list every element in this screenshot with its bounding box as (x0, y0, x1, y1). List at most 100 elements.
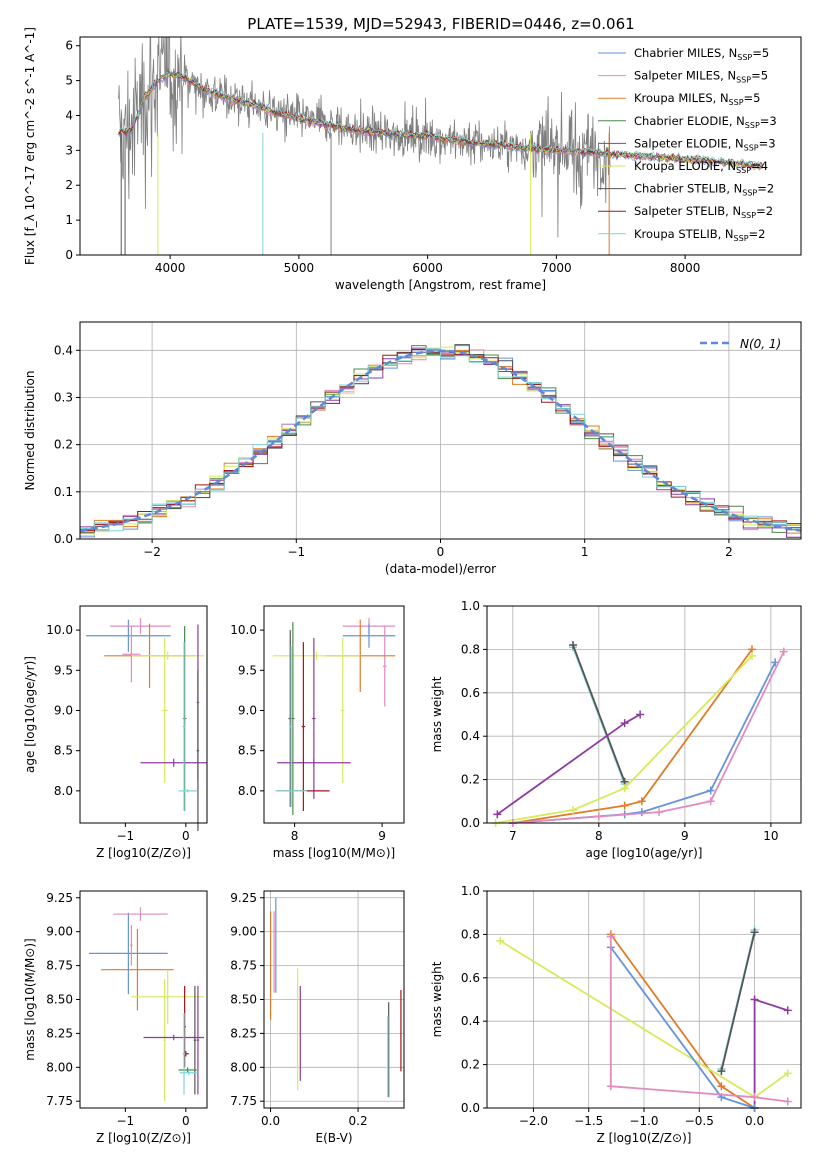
age_vs_Z-tick-label-x: 0 (182, 829, 190, 843)
spectrum-data-line (118, 37, 611, 238)
spectrum-ylabel: Flux [f_λ 10^-17 erg cm^-2 s^-1 A^-1] (23, 27, 37, 265)
age_vs_Z-ylabel: age [log10(age/yr)] (23, 656, 37, 773)
weight_vs_age-tick-label-x: 9 (681, 829, 689, 843)
mass_vs_ebv-tick-label-x: 0.2 (349, 1114, 368, 1128)
weight_vs_age-xlabel: age [log10(age/yr)] (586, 846, 703, 860)
mass_vs_Z-tick-label-y: 8.75 (46, 959, 73, 973)
spectrum-tick-label-y: 3 (65, 143, 73, 157)
legend-entry: Salpeter MILES, NSSP=5 (634, 69, 768, 85)
weight_vs_age-series-line (512, 651, 785, 824)
weight_vs_Z-ylabel: mass weight (430, 961, 444, 1037)
weight_vs_age-marker (637, 797, 646, 806)
weight_vs_age-tick-label-x: 7 (509, 829, 517, 843)
weight_vs_Z-marker (606, 932, 615, 941)
mass_vs_ebv-tick-label-y: 8.25 (230, 1026, 257, 1040)
age_vs_mass-tick-label-y: 9.0 (238, 703, 257, 717)
legend-entry: Chabrier STELIB, NSSP=2 (634, 182, 774, 198)
weight_vs_age-tick-label-x: 8 (595, 829, 603, 843)
weight_vs_age-marker (706, 786, 715, 795)
residuals-tick-label-y: 0.1 (54, 485, 73, 499)
weight_vs_age-tick-label-y: 0.6 (461, 686, 480, 700)
weight_vs_Z-marker (750, 1093, 759, 1102)
weight_vs_age-marker (594, 812, 603, 821)
legend-entry: Chabrier MILES, NSSP=5 (634, 46, 769, 62)
residuals-tick-label-y: 0.4 (54, 343, 73, 357)
weight_vs_age-tick-label-y: 0.0 (461, 816, 480, 830)
residuals-tick-label-y: 0.0 (54, 532, 73, 546)
spectrum-tick-label-x: 7000 (541, 261, 572, 275)
weight_vs_age-marker (636, 710, 645, 719)
weight_vs_Z-tick-label-x: 0.0 (745, 1114, 764, 1128)
weight_vs_Z-series-line (720, 931, 756, 1072)
mass_vs_Z-tick-label-y: 8.00 (46, 1060, 73, 1074)
age_vs_mass-frame (263, 605, 405, 824)
weight_vs_age-marker (569, 641, 578, 650)
mass_vs_Z-ylabel: mass [log10(M/M⊙)] (23, 938, 37, 1060)
mass_vs_Z-tick-label-y: 7.75 (46, 1094, 73, 1108)
mass_vs_Z-tick-label-y: 8.25 (46, 1026, 73, 1040)
residuals-tick-label-x: 0 (437, 545, 445, 559)
weight_vs_Z-tick-label-y: 0.2 (461, 1058, 480, 1072)
weight_vs_Z-tick-label-x: −1.5 (574, 1114, 603, 1128)
weight_vs_age-marker (637, 808, 646, 817)
weight_vs_Z-marker (496, 936, 505, 945)
mass_vs_ebv-tick-label-y: 8.00 (230, 1060, 257, 1074)
spectrum-model-line (118, 73, 763, 170)
spectrum-tick-label-y: 6 (65, 39, 73, 53)
mass_vs_Z-tick-label-x: 0 (182, 1114, 190, 1128)
weight_vs_Z-series-line (609, 936, 788, 1103)
mass_vs_ebv-tick-label-x: 0.0 (261, 1114, 280, 1128)
residuals-frame (79, 321, 802, 540)
residuals-area (80, 344, 801, 539)
mass_vs_Z-tick-label-y: 8.50 (46, 993, 73, 1007)
weight_vs_age-tick-label-x: 10 (763, 829, 778, 843)
weight_vs_Z-marker (717, 1082, 726, 1091)
age_vs_Z-xlabel: Z [log10(Z/Z⊙)] (96, 846, 191, 860)
legend-entry: Kroupa ELODIE, NSSP=4 (634, 159, 768, 175)
spectrum-tick-label-y: 1 (65, 213, 73, 227)
residuals-tick-label-x: 2 (725, 545, 733, 559)
weight_vs_Z-tick-label-y: 0.8 (461, 927, 480, 941)
mass_vs_Z-xlabel: Z [log10(Z/Z⊙)] (96, 1131, 191, 1145)
age_vs_mass-tick-label-y: 10.0 (230, 623, 257, 637)
spectrum-tick-label-x: 5000 (284, 261, 315, 275)
weight_vs_Z-marker (783, 1097, 792, 1106)
weight_vs_age-tick-label-y: 0.4 (461, 729, 480, 743)
weight_vs_age-marker (620, 719, 629, 728)
figure-title: PLATE=1539, MJD=52943, FIBERID=0446, z=0… (247, 15, 634, 33)
weight_vs_age-marker (620, 801, 629, 810)
mass_vs_Z-tick-label-y: 9.25 (46, 891, 73, 905)
weight_vs_Z-frame (486, 890, 802, 1109)
residuals-ylabel: Normed distribution (23, 371, 37, 491)
weight_vs_age-series-line (572, 644, 626, 783)
mass_vs_ebv-tick-label-y: 8.50 (230, 993, 257, 1007)
mass_vs_Z-tick-label-y: 9.00 (46, 925, 73, 939)
weight_vs_Z-tick-label-y: 1.0 (461, 884, 480, 898)
weight_vs_age-marker (779, 647, 788, 656)
gaussian-curve (80, 349, 801, 532)
spectrum-tick-label-x: 8000 (670, 261, 701, 275)
weight_vs_age-marker (655, 808, 664, 817)
legend-entry: Salpeter ELODIE, NSSP=3 (634, 136, 776, 152)
spectrum-tick-label-y: 2 (65, 178, 73, 192)
spectrum-tick-label-x: 4000 (155, 261, 186, 275)
spectrum-model-line (118, 70, 763, 166)
weight_vs_age-marker (706, 797, 715, 806)
weight_vs_age-tick-label-y: 1.0 (461, 599, 480, 613)
gaussian-legend-label: N(0, 1) (740, 337, 781, 351)
age_vs_mass-tick-label-y: 8.5 (238, 744, 257, 758)
age_vs_Z-frame (79, 605, 208, 824)
spectrum-tick-label-y: 0 (65, 248, 73, 262)
mass_vs_Z-frame (79, 890, 208, 1109)
weight_vs_Z-marker (750, 928, 759, 937)
mass_vs_ebv-frame (263, 890, 405, 1109)
residuals-xlabel: (data-model)/error (385, 562, 496, 576)
mass_vs_Z-tick-label-x: −1 (117, 1114, 135, 1128)
weight_vs_Z-marker (750, 995, 759, 1004)
weight_vs_Z-marker (783, 1006, 792, 1015)
residuals-tick-label-x: −2 (143, 545, 161, 559)
weight_vs_Z-tick-label-x: −1.0 (629, 1114, 658, 1128)
age_vs_mass-tick-label-y: 9.5 (238, 663, 257, 677)
mass_vs_ebv-xlabel: E(B-V) (315, 1131, 352, 1145)
